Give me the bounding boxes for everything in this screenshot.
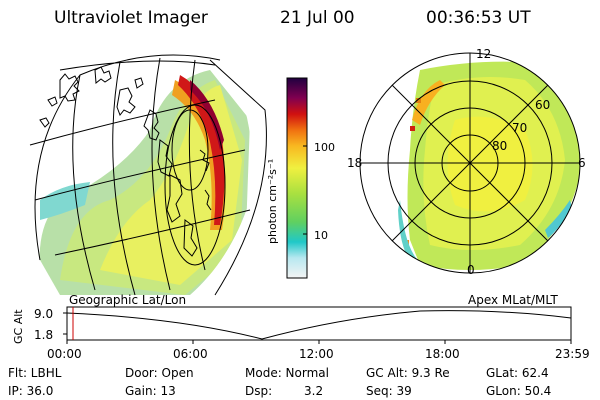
y-tick-1-8: 1.8 [34,328,54,342]
mlt-label-0: 0 [467,263,475,277]
date-label: 21 Jul 00 [280,8,355,28]
x-tick-0600: 06:00 [173,347,208,361]
mlt-label-18: 18 [347,156,363,170]
glat-info: GLat: 62.4 [486,366,549,380]
colorbar-tick-10: 10 [314,229,328,242]
lat-label-80: 80 [492,139,508,153]
mlt-label-6: 6 [578,156,586,170]
mlt-label-12: 12 [476,47,492,61]
door-info: Door: Open [125,366,194,380]
apex-label: Apex MLat/MLT [468,293,558,307]
altitude-timeline [63,306,572,344]
colorbar-tick-100: 100 [314,141,335,154]
lat-label-70: 70 [512,121,528,135]
x-tick-1200: 12:00 [299,347,334,361]
geographic-label: Geographic Lat/Lon [69,293,187,307]
dsp-label: Dsp: [245,384,273,398]
glon-info: GLon: 50.4 [486,384,552,398]
y-tick-9: 9.0 [34,307,54,321]
x-tick-2359: 23:59 [555,347,590,361]
gc-alt-axis-label: GC Alt [12,309,25,344]
dsp-value: 3.2 [304,384,324,398]
colorbar [286,77,308,279]
gc-alt-info: GC Alt: 9.3 Re [366,366,450,380]
lat-label-60: 60 [535,98,551,112]
mode-info: Mode: Normal [245,366,329,380]
x-tick-1800: 18:00 [425,347,460,361]
gain-info: Gain: 13 [125,384,176,398]
seq-info: Seq: 39 [366,384,412,398]
polar-plot [359,52,581,274]
time-label: 00:36:53 UT [426,8,531,28]
x-tick-0000: 00:00 [47,347,82,361]
colorbar-label: photon cm⁻²s⁻¹ [266,158,279,244]
filter-info: Flt: LBHL [8,366,62,380]
instrument-title: Ultraviolet Imager [54,8,208,28]
ip-info: IP: 36.0 [8,384,54,398]
geographic-image [29,54,267,296]
